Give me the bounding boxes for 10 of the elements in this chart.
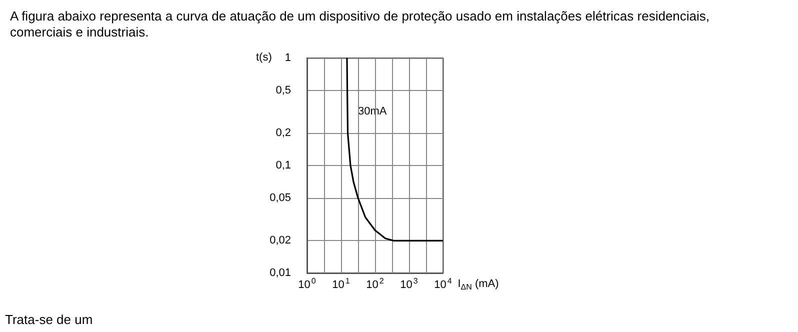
y-tick-label: 0,05 bbox=[270, 192, 291, 204]
y-tick-label: 0,1 bbox=[276, 160, 291, 172]
y-tick-label: 0,2 bbox=[276, 127, 291, 140]
chart-title: A figura abaixo representa a curva de atuação de um dispositivo de proteção usado em instalações elétricas residenciais, comerciais e industriais. bbox=[10, 8, 714, 40]
y-axis-title: t(s) bbox=[256, 52, 272, 64]
y-tick-label: 0,5 bbox=[276, 84, 291, 96]
text: Trata-se de um bbox=[5, 312, 93, 327]
y-tick-label: 0,02 bbox=[270, 234, 291, 247]
y-tick-label: 0,01 bbox=[270, 267, 291, 279]
y-tick-label: 1 bbox=[284, 52, 291, 64]
